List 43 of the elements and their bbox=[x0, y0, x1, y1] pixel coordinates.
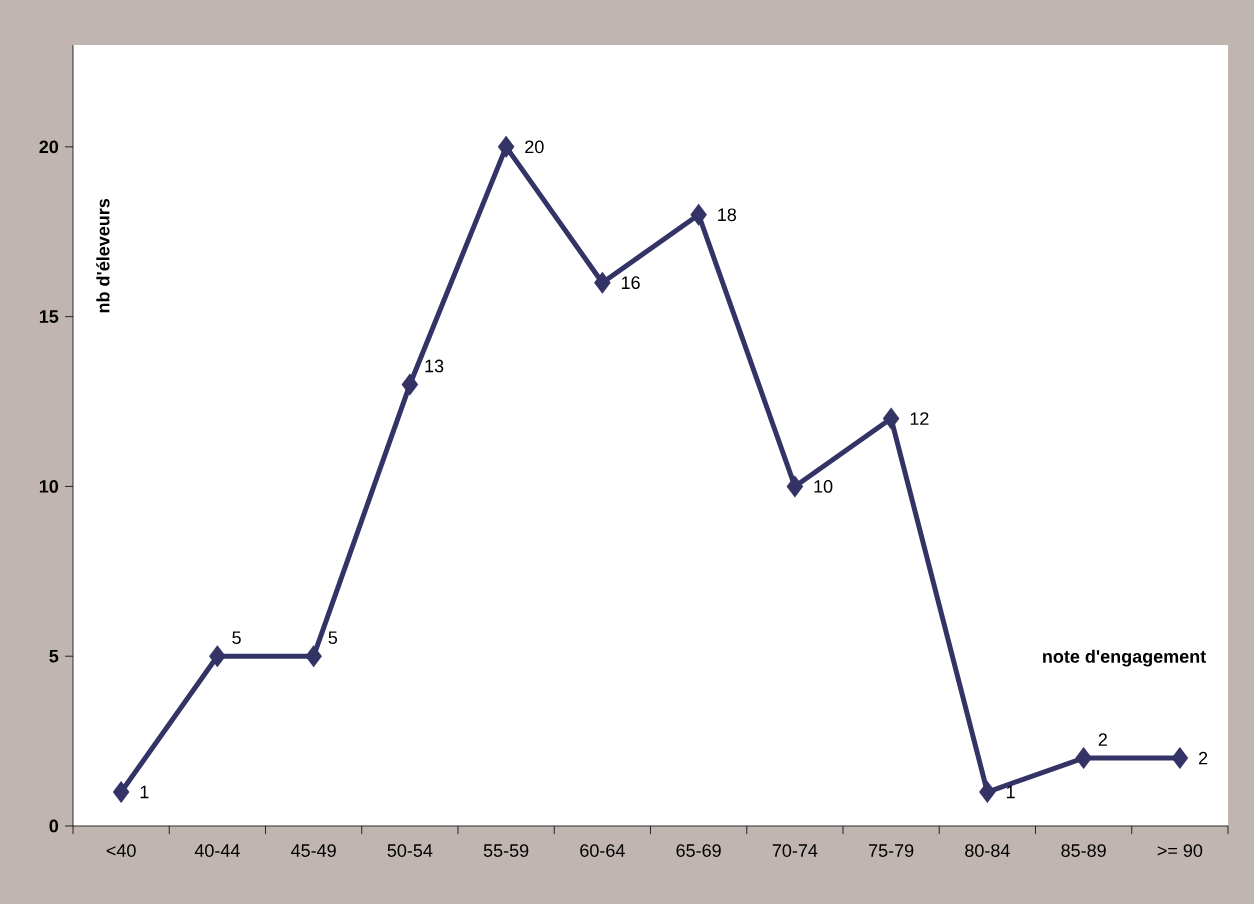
x-tick-label: 40-44 bbox=[194, 844, 240, 857]
point bbox=[690, 203, 707, 226]
data-label: 1 bbox=[1006, 785, 1015, 799]
y-tick-label: 20 bbox=[39, 140, 59, 154]
y-tick-label: 5 bbox=[49, 649, 59, 663]
x-tick-label: 80-84 bbox=[965, 844, 1010, 857]
point bbox=[305, 645, 322, 668]
data-label: 10 bbox=[814, 480, 833, 493]
x-tick-label: 65-69 bbox=[676, 844, 721, 857]
x-tick-label: 45-49 bbox=[291, 844, 336, 857]
x-tick-label: 50-54 bbox=[387, 844, 433, 857]
x-tick-label: 85-89 bbox=[1061, 844, 1106, 857]
y-tick-label: 0 bbox=[49, 819, 59, 833]
point bbox=[1171, 747, 1189, 770]
data-label: 13 bbox=[425, 359, 444, 373]
x-tick-label: <40 bbox=[106, 844, 136, 857]
point bbox=[882, 407, 900, 430]
y-tick-label: 10 bbox=[39, 480, 59, 493]
x-axis-title: note d'engagement bbox=[1043, 649, 1206, 667]
data-label: 2 bbox=[1098, 733, 1107, 746]
point bbox=[401, 373, 419, 396]
x-tick-label: >= 90 bbox=[1157, 844, 1203, 857]
point bbox=[594, 271, 611, 294]
data-label: 5 bbox=[232, 631, 241, 644]
x-tick-label: 60-64 bbox=[580, 844, 625, 857]
x-tick-label: 55-59 bbox=[483, 844, 529, 857]
data-label: 2 bbox=[1198, 751, 1208, 765]
point bbox=[209, 645, 226, 668]
x-tick-label: 70-74 bbox=[772, 844, 818, 857]
point bbox=[112, 780, 130, 804]
data-label: 12 bbox=[910, 412, 929, 425]
point bbox=[1075, 747, 1092, 770]
x-tick-label: 75-79 bbox=[869, 844, 914, 857]
point bbox=[497, 135, 515, 158]
data-label: 16 bbox=[621, 276, 640, 290]
y-tick-label: 15 bbox=[39, 310, 59, 323]
data-label: 20 bbox=[525, 140, 544, 154]
point bbox=[786, 475, 804, 498]
data-label: 1 bbox=[140, 785, 149, 799]
data-label: 18 bbox=[718, 208, 737, 222]
point bbox=[979, 780, 996, 804]
data-label: 5 bbox=[328, 631, 338, 644]
y-axis-title: nb d'éleveurs bbox=[96, 198, 110, 313]
